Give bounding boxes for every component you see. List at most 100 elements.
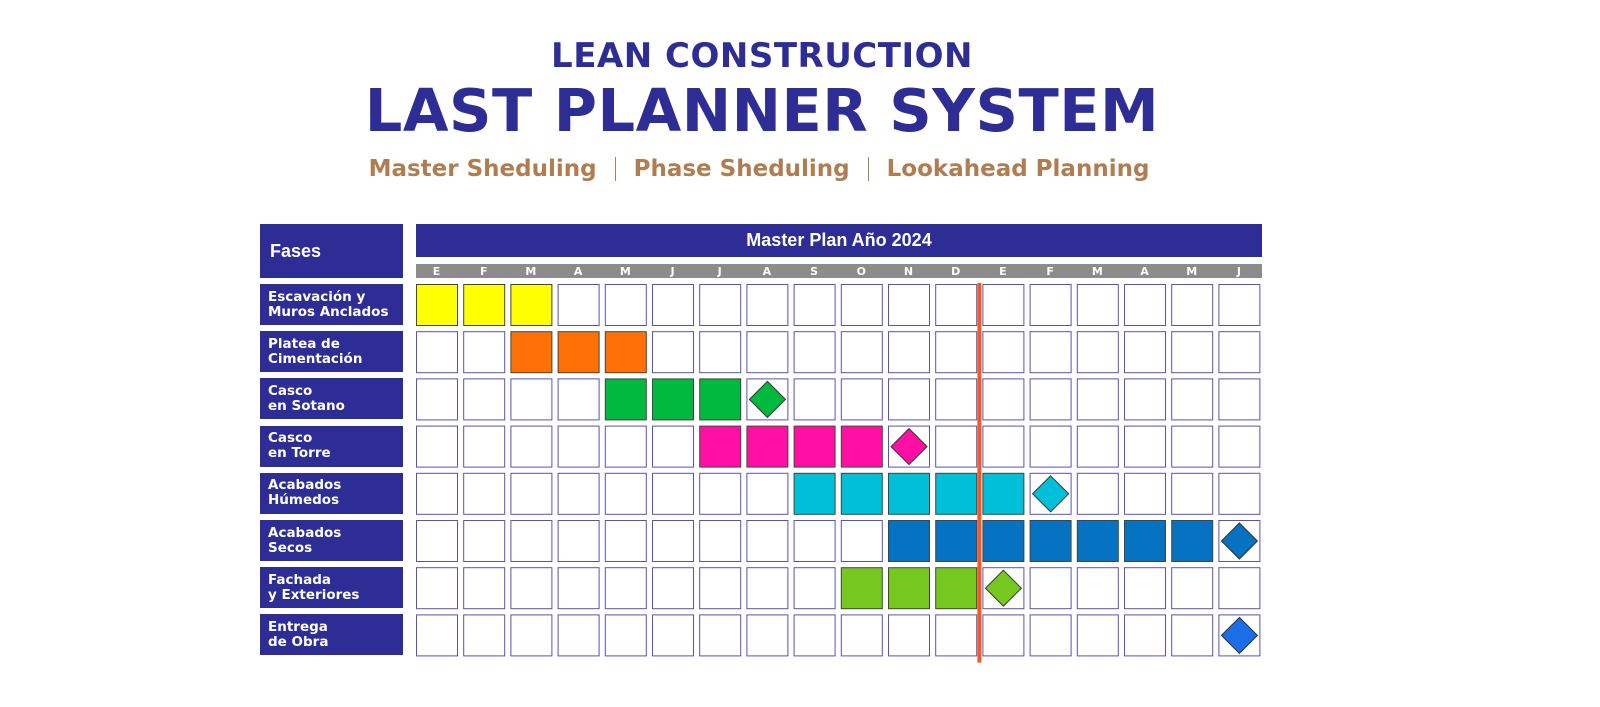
empty-cell — [1124, 567, 1166, 610]
empty-cell — [840, 331, 883, 374]
phase-label: Acabados Húmedos — [260, 472, 403, 514]
empty-cell — [510, 520, 553, 562]
phase-label-line: Casco — [268, 430, 313, 447]
activity-cell — [982, 520, 1025, 562]
empty-cell — [652, 520, 694, 562]
empty-cell — [1029, 425, 1072, 468]
month-label: M — [1186, 265, 1197, 278]
phase-label-line: Húmedos — [268, 492, 340, 509]
phase-label: Casco en Torre — [260, 425, 403, 467]
empty-cell — [1124, 378, 1166, 421]
empty-cell — [1171, 567, 1214, 610]
empty-cell — [510, 425, 553, 468]
empty-cell — [463, 472, 506, 515]
empty-cell — [1218, 331, 1261, 374]
empty-cell — [557, 520, 600, 562]
month-label: M — [620, 265, 631, 278]
activity-cell — [840, 425, 883, 468]
empty-cell — [1029, 331, 1072, 374]
empty-cell — [604, 284, 647, 326]
month-label: E — [999, 265, 1007, 278]
empty-cell — [652, 614, 694, 657]
phase-label-line: Acabados — [268, 477, 342, 494]
activity-cell — [604, 331, 647, 374]
subtitle-phase-scheduling: Phase Sheduling — [633, 156, 850, 182]
empty-cell — [652, 425, 694, 468]
milestone-diamond — [984, 569, 1023, 607]
month-bar — [416, 264, 1262, 278]
activity-cell — [1124, 520, 1166, 562]
empty-cell — [746, 520, 789, 562]
phase-label-line: Entrega — [268, 618, 328, 635]
activity-cell — [935, 520, 978, 562]
phase-label: Fachada y Exteriores — [260, 567, 403, 609]
activity-cell — [888, 567, 930, 610]
phase-label-line: Fachada — [268, 571, 332, 588]
empty-cell — [604, 425, 647, 468]
empty-cell — [1218, 284, 1261, 326]
empty-cell — [416, 331, 458, 374]
empty-cell — [604, 520, 647, 562]
activity-cell — [699, 425, 742, 468]
milestone-diamond — [890, 427, 928, 466]
phase-label-line: Escavación y — [268, 288, 366, 305]
empty-cell — [416, 614, 458, 657]
milestone-diamond — [748, 380, 787, 419]
empty-cell — [652, 567, 694, 610]
activity-cell — [840, 567, 883, 610]
empty-cell — [1124, 284, 1166, 326]
month-label: S — [810, 265, 818, 278]
empty-cell — [1171, 425, 1214, 468]
empty-cell — [793, 614, 836, 657]
empty-cell — [652, 472, 694, 515]
empty-cell — [699, 331, 742, 374]
empty-cell — [463, 425, 506, 468]
empty-cell — [840, 520, 883, 562]
phase-label-line: en Sotano — [268, 397, 345, 414]
header-last-planner-system: LAST PLANNER SYSTEM — [364, 76, 1160, 145]
empty-cell — [510, 378, 553, 421]
today-line — [977, 283, 982, 663]
empty-cell — [888, 614, 930, 657]
empty-cell — [935, 614, 978, 657]
empty-cell — [1218, 472, 1261, 515]
month-label: J — [1236, 265, 1241, 278]
month-label: M — [525, 265, 536, 278]
subtitle-master-scheduling: Master Sheduling — [368, 156, 597, 182]
empty-cell — [1076, 425, 1119, 468]
month-label: M — [1092, 265, 1103, 278]
empty-cell — [604, 472, 647, 515]
phase-label: Acabados Secos — [260, 520, 403, 561]
activity-cell — [416, 284, 458, 326]
empty-cell — [416, 567, 458, 610]
activity-cell — [888, 472, 930, 515]
empty-cell — [557, 284, 600, 326]
empty-cell — [982, 331, 1025, 374]
empty-cell — [888, 378, 930, 421]
phase-label: Platea de Cimentación — [260, 331, 403, 373]
month-label: D — [951, 265, 960, 278]
empty-cell — [793, 284, 836, 326]
activity-cell — [935, 472, 978, 515]
empty-cell — [982, 284, 1025, 326]
empty-cell — [1171, 284, 1214, 326]
empty-cell — [652, 331, 694, 374]
empty-cell — [746, 331, 789, 374]
activity-cell — [1076, 520, 1119, 562]
activity-cell — [793, 472, 836, 515]
phase-label-line: Muros Anclados — [268, 303, 389, 320]
empty-cell — [557, 567, 600, 610]
empty-cell — [746, 472, 789, 515]
activity-cell — [982, 472, 1025, 515]
milestone-diamond — [1220, 522, 1259, 560]
empty-cell — [1076, 567, 1119, 610]
empty-cell — [557, 472, 600, 515]
phase-label-line: de Obra — [268, 633, 329, 650]
activity-cell — [888, 520, 930, 562]
empty-cell — [1076, 378, 1119, 421]
activity-cell — [557, 331, 600, 374]
subtitle-lookahead-planning: Lookahead Planning — [886, 156, 1150, 182]
month-label: J — [717, 265, 722, 278]
activity-cell — [510, 284, 553, 326]
plan-title: Master Plan Año 2024 — [416, 224, 1262, 257]
